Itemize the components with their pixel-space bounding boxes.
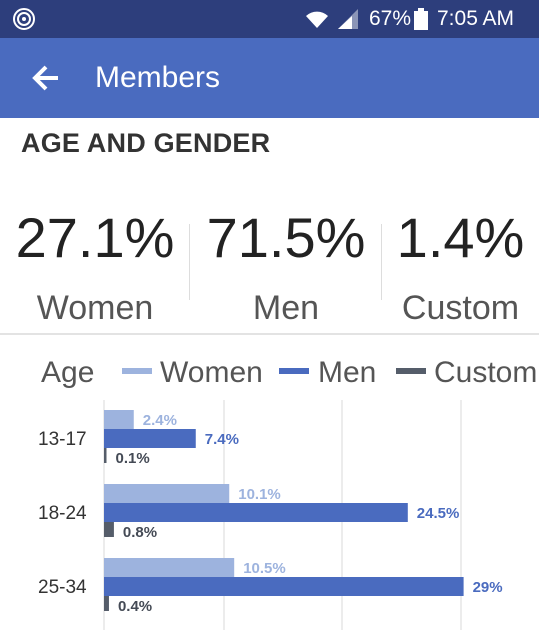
stat-custom-label: Custom	[401, 289, 520, 327]
data-label-men: 29%	[473, 579, 503, 596]
legend-item-custom: Custom	[434, 356, 538, 389]
legend-item-women: Women	[160, 356, 263, 389]
data-label-men: 7.4%	[205, 431, 239, 448]
stat-men: 71.5% Men	[190, 200, 382, 330]
bar-men	[104, 503, 408, 522]
age-gender-chart: 13-17 2.4% 7.4% 0.1% 18-24 10.1% 24.5% 0.8% 25-3…	[0, 400, 539, 630]
clock: 7:05 AM	[437, 7, 515, 30]
bar-men	[104, 577, 464, 596]
bar-women	[104, 410, 134, 429]
bar-women	[104, 484, 230, 503]
stat-women-label: Women	[36, 289, 154, 327]
legend-swatch-men	[279, 368, 309, 374]
category-label: 25-34	[38, 577, 87, 598]
bar-custom	[104, 596, 109, 611]
signal-icon	[338, 9, 358, 29]
app-bar: Members	[0, 38, 539, 118]
legend-item-men: Men	[318, 356, 377, 389]
category-label: 13-17	[38, 429, 87, 450]
data-label-women: 10.5%	[243, 560, 286, 577]
category-label: 18-24	[38, 503, 87, 524]
stat-women: 27.1% Women	[0, 200, 190, 330]
stat-custom-value: 1.4%	[396, 206, 525, 269]
legend-swatch-custom	[396, 368, 426, 374]
battery-percentage: 67%	[369, 7, 412, 30]
back-button[interactable]	[22, 58, 66, 98]
status-bar: 67% 7:05 AM	[0, 0, 539, 38]
section-title: AGE AND GENDER	[21, 128, 271, 158]
data-label-custom: 0.8%	[123, 524, 157, 541]
legend-swatch-women	[122, 368, 152, 374]
arrow-left-icon	[32, 65, 58, 91]
data-label-custom: 0.1%	[116, 450, 150, 467]
chart-legend: Age Women Men Custom	[0, 352, 539, 392]
stat-men-label: Men	[252, 289, 320, 327]
bar-women	[104, 558, 235, 577]
bar-custom	[104, 522, 114, 537]
stat-divider	[381, 224, 382, 300]
stat-custom: 1.4% Custom	[382, 200, 539, 330]
bar-custom	[104, 448, 107, 463]
wifi-icon	[306, 11, 328, 28]
app-ring-icon	[13, 8, 35, 30]
bar-chart-svg: 13-17 2.4% 7.4% 0.1% 18-24 10.1% 24.5% 0.8% 25-3…	[38, 400, 503, 630]
legend-age-label: Age	[41, 356, 95, 389]
stat-divider	[189, 224, 190, 300]
battery-icon	[414, 8, 428, 30]
data-label-custom: 0.4%	[118, 598, 152, 615]
data-label-men: 24.5%	[417, 505, 460, 522]
stat-women-value: 27.1%	[15, 206, 175, 269]
page-title: Members	[95, 61, 221, 94]
stat-men-value: 71.5%	[206, 206, 366, 269]
section-divider	[0, 333, 539, 335]
bar-men	[104, 429, 196, 448]
data-label-women: 10.1%	[238, 486, 281, 503]
data-label-women: 2.4%	[143, 412, 177, 429]
